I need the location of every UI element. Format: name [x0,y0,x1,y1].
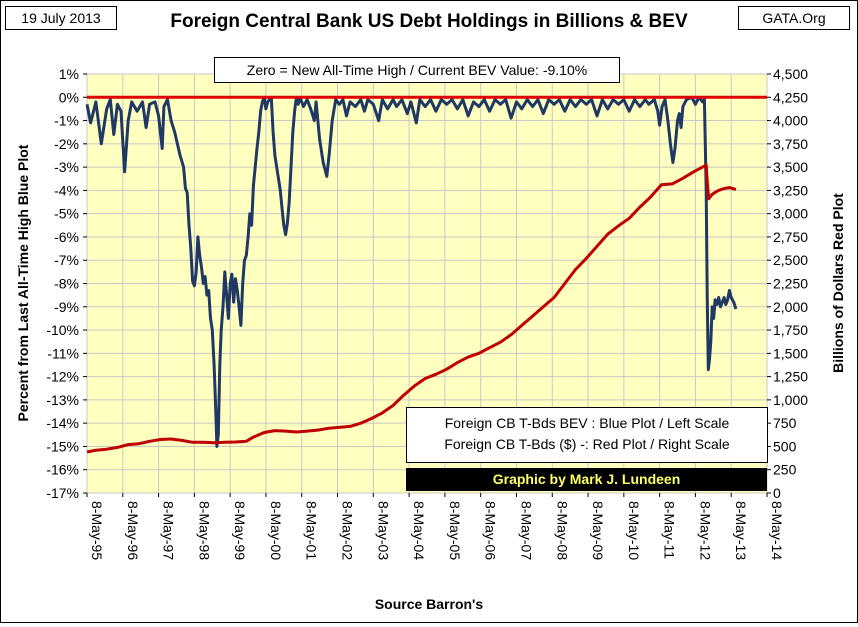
right-tick-label: 1,000 [773,392,808,408]
left-tick-label: -3% [54,159,79,175]
left-tick-label: -13% [46,392,79,408]
left-axis-label: Percent from Last All-Time High Blue Plo… [15,144,31,421]
x-tick-label: 8-May-12 [697,501,713,560]
left-tick-label: -4% [54,182,79,198]
left-tick-label: -11% [47,345,79,361]
annotation-box: Zero = New All-Time High / Current BEV V… [214,57,620,83]
left-tick-label: -12% [46,369,79,385]
left-tick-label: -1% [54,113,79,129]
date-label: 19 July 2013 [5,6,117,30]
right-tick-label: 3,500 [773,159,808,175]
x-tick-label: 8-May-06 [483,501,499,560]
right-tick-label: 3,250 [773,182,808,198]
right-tick-label: 2,500 [773,252,808,268]
right-axis-label: Billions of Dollars Red Plot [830,193,846,373]
x-tick-label: 8-May-98 [196,501,212,560]
left-tick-label: -17% [46,485,79,501]
right-tick-label: 1,250 [773,369,808,385]
right-tick-label: 4,250 [773,89,808,105]
x-tick-label: 8-May-03 [375,501,391,560]
credit-banner: Graphic by Mark J. Lundeen [406,468,767,491]
right-tick-label: 500 [773,438,797,454]
left-tick-label: 0% [59,89,79,105]
x-tick-label: 8-May-07 [518,501,534,560]
site-label: GATA.Org [738,6,850,30]
x-tick-label: 8-May-97 [161,501,177,560]
x-tick-label: 8-May-08 [554,501,570,560]
right-tick-label: 2,750 [773,229,808,245]
left-tick-label: 1% [59,66,79,82]
x-tick-label: 8-May-95 [89,501,105,560]
right-tick-label: 4,500 [773,66,808,82]
legend-entry-blue: Foreign CB T-Bds BEV : Blue Plot / Left … [444,415,730,431]
legend-entry-red: Foreign CB T-Bds ($) -: Red Plot / Right… [444,436,730,452]
x-tick-label: 8-May-09 [590,501,606,560]
series-layer [85,95,767,454]
x-tick-label: 8-May-01 [304,501,320,560]
x-axis-ticks: 8-May-95 8-May-96 8-May-97 8-May-98 8-May-99… [86,493,785,560]
right-axis-ticks: 4,500 4,250 4,000 3,750 3,500 3,250 3,000 2,750… [767,66,808,501]
right-tick-label: 1,500 [773,345,808,361]
left-tick-label: -9% [54,299,79,315]
right-tick-label: 250 [773,462,797,478]
x-tick-label: 8-May-96 [125,501,141,560]
left-tick-label: -2% [54,136,79,152]
right-tick-label: 3,750 [773,136,808,152]
x-axis-label: Source Barron's [375,596,484,612]
left-axis-ticks: 1% 0% -1% -2% -3% -4% -5% -6% -7% -8% -9% -10% -11% -… [46,66,87,501]
right-tick-label: 4,000 [773,113,808,129]
right-tick-label: 2,250 [773,276,808,292]
x-tick-label: 8-May-13 [733,501,749,560]
left-tick-label: -16% [46,462,79,478]
chart-title: Foreign Central Bank US Debt Holdings in… [170,11,688,32]
legend: Foreign CB T-Bds BEV : Blue Plot / Left … [406,407,768,463]
left-tick-label: -10% [46,322,79,338]
x-tick-label: 8-May-04 [411,501,427,560]
right-tick-label: 3,000 [773,206,808,222]
x-tick-label: 8-May-14 [769,501,785,560]
x-tick-label: 8-May-05 [447,501,463,560]
right-tick-label: 750 [773,415,797,431]
left-tick-label: -14% [46,415,79,431]
blue-series-line [85,95,738,448]
right-tick-label: 0 [773,485,781,501]
left-tick-label: -7% [54,252,79,268]
x-tick-label: 8-May-99 [232,501,248,560]
left-tick-label: -6% [54,229,79,245]
x-tick-label: 8-May-00 [268,501,284,560]
x-tick-label: 8-May-11 [662,501,678,559]
left-tick-label: -5% [54,206,79,222]
left-tick-label: -8% [54,276,79,292]
x-tick-label: 8-May-02 [340,501,356,560]
left-tick-label: -15% [46,438,79,454]
red-series-line [86,163,737,454]
x-tick-label: 8-May-10 [626,501,642,560]
right-tick-label: 1,750 [773,322,808,338]
right-tick-label: 2,000 [773,299,808,315]
